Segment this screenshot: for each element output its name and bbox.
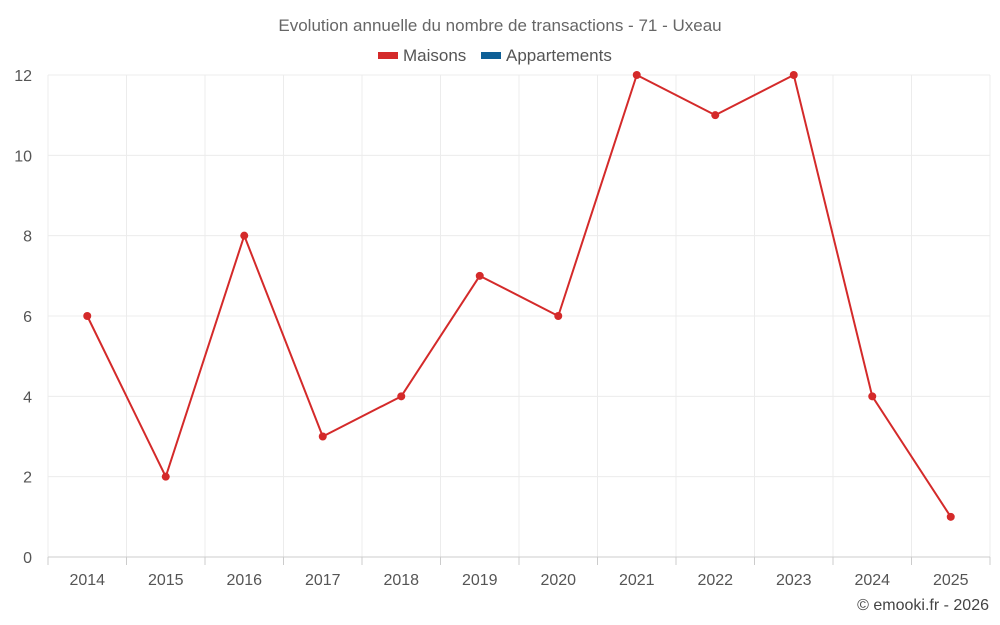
- legend: Maisons Appartements: [378, 46, 612, 65]
- legend-swatch-appartements: [481, 52, 501, 59]
- x-tick-label-2024: 2024: [854, 572, 890, 589]
- legend-swatch-maisons: [378, 52, 398, 59]
- x-tick-label-2016: 2016: [226, 572, 262, 589]
- y-tick-label-6: 6: [23, 309, 32, 326]
- y-tick-label-8: 8: [23, 229, 32, 246]
- series-maisons: [83, 71, 955, 521]
- grid: [47, 74, 991, 557]
- y-tick-label-4: 4: [23, 389, 32, 406]
- y-tick-label-10: 10: [14, 148, 32, 165]
- series-line-maisons: [86, 74, 952, 518]
- data-point-maisons-2022[interactable]: [711, 111, 720, 120]
- x-tick-label-2020: 2020: [540, 572, 576, 589]
- data-point-maisons-2017[interactable]: [318, 432, 327, 441]
- x-tick-label-2021: 2021: [619, 572, 655, 589]
- legend-item-appartements[interactable]: Appartements: [481, 46, 612, 65]
- data-point-maisons-2025[interactable]: [946, 512, 955, 521]
- data-point-maisons-2018[interactable]: [397, 392, 406, 401]
- data-point-maisons-2016[interactable]: [240, 231, 249, 240]
- x-tick-label-2022: 2022: [697, 572, 733, 589]
- x-tick-label-2023: 2023: [776, 572, 812, 589]
- x-tick-label-2018: 2018: [383, 572, 419, 589]
- y-tick-label-12: 12: [14, 68, 32, 85]
- data-point-maisons-2021[interactable]: [632, 71, 641, 79]
- x-tick-label-2017: 2017: [305, 572, 341, 589]
- chart-title: Evolution annuelle du nombre de transact…: [278, 16, 721, 35]
- y-tick-label-0: 0: [23, 550, 32, 567]
- x-tick-label-2014: 2014: [69, 572, 105, 589]
- legend-label-appartements: Appartements: [506, 46, 612, 65]
- data-point-maisons-2014[interactable]: [83, 312, 92, 320]
- legend-item-maisons[interactable]: Maisons: [378, 46, 466, 65]
- y-tick-label-2: 2: [23, 470, 32, 487]
- legend-label-maisons: Maisons: [403, 46, 466, 65]
- x-tick-label-2019: 2019: [462, 572, 498, 589]
- x-tick-label-2025: 2025: [933, 572, 969, 589]
- x-tick-label-2015: 2015: [148, 572, 184, 589]
- axes: 0 2 4 6 8 10 12 2014 2015 2016 2017 2018 2019 2020 202…: [14, 68, 991, 589]
- data-point-maisons-2023[interactable]: [789, 71, 798, 79]
- data-point-maisons-2019[interactable]: [475, 271, 484, 280]
- data-point-maisons-2020[interactable]: [554, 312, 563, 320]
- data-point-maisons-2024[interactable]: [868, 392, 877, 401]
- data-point-maisons-2015[interactable]: [161, 472, 170, 481]
- credit-text: © emooki.fr - 2026: [857, 597, 989, 614]
